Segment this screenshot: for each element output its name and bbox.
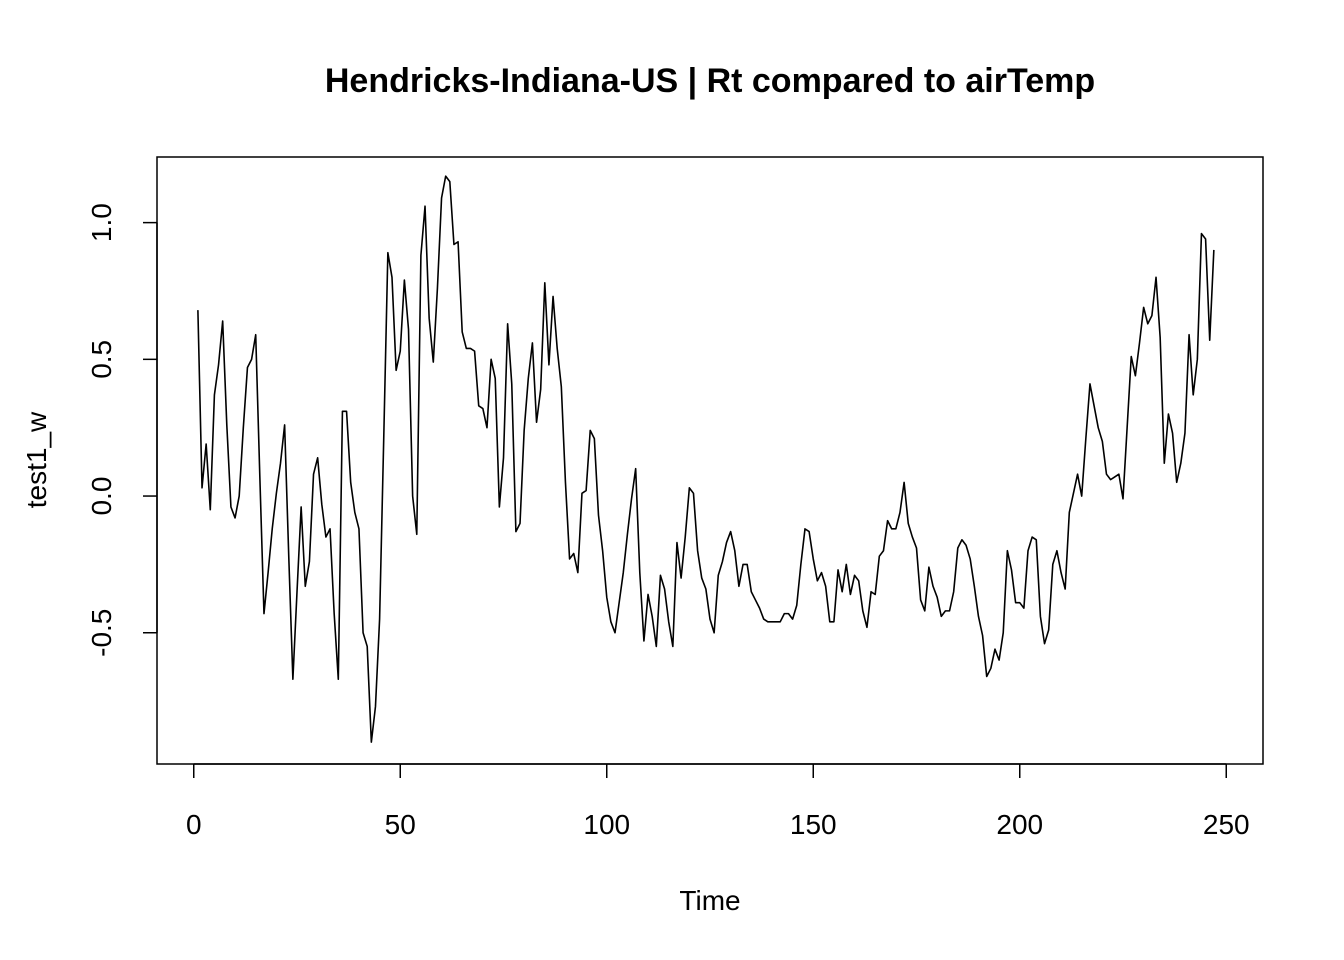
- y-tick-label: 0.0: [86, 477, 117, 516]
- x-tick-label: 50: [385, 809, 416, 840]
- series-line: [197, 175, 1215, 743]
- x-tick-label: 250: [1203, 809, 1250, 840]
- x-tick-label: 0: [186, 809, 202, 840]
- y-tick-label: 0.5: [86, 340, 117, 379]
- x-axis-label: Time: [679, 885, 740, 916]
- y-tick-label: -0.5: [86, 609, 117, 657]
- y-tick-label: 1.0: [86, 203, 117, 242]
- x-tick-label: 100: [583, 809, 630, 840]
- chart-title: Hendricks-Indiana-US | Rt compared to ai…: [325, 62, 1095, 100]
- x-axis: 0 50 100 150 200 250: [186, 763, 1250, 840]
- x-tick-label: 150: [790, 809, 837, 840]
- series-group: [197, 175, 1215, 743]
- plot-frame: [156, 156, 1264, 765]
- x-tick-label: 200: [996, 809, 1043, 840]
- y-axis-label: test1_w: [21, 411, 52, 508]
- y-axis: -0.5 0.0 0.5 1.0: [86, 203, 158, 657]
